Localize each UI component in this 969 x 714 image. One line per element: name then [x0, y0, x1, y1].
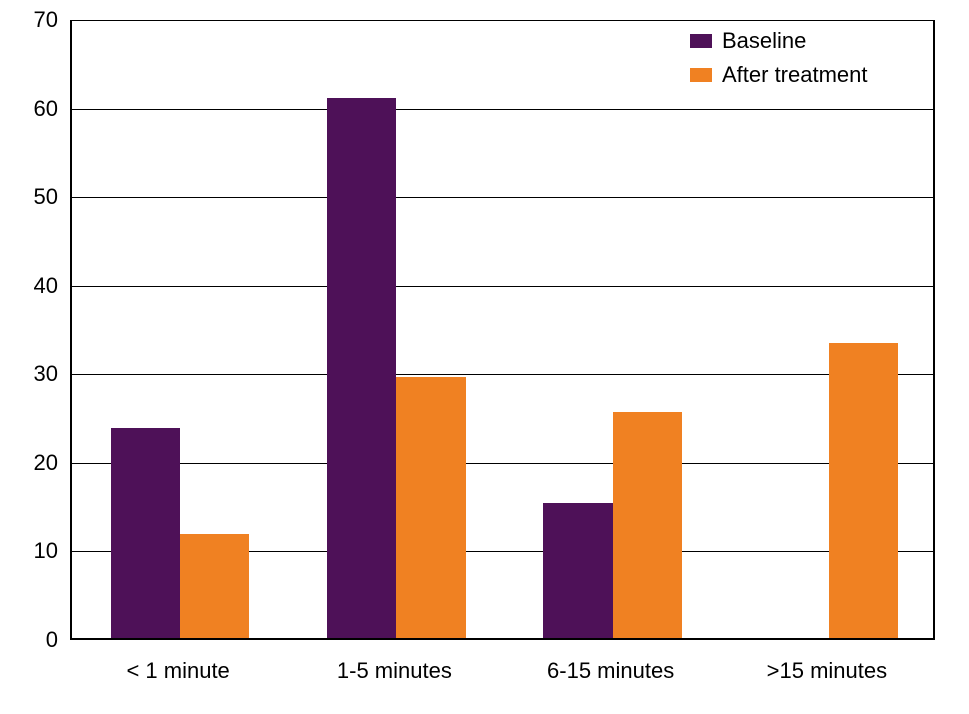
x-tick-label: < 1 minute	[126, 658, 229, 684]
legend-item: Baseline	[690, 28, 868, 54]
legend-label: Baseline	[722, 28, 806, 54]
legend-swatch	[690, 68, 712, 82]
legend-item: After treatment	[690, 62, 868, 88]
bar	[543, 503, 612, 639]
bar	[180, 534, 249, 639]
x-tick-label: >15 minutes	[767, 658, 887, 684]
y-tick-label: 60	[8, 96, 58, 122]
bar	[396, 377, 465, 638]
gridline	[72, 197, 933, 198]
y-tick-label: 50	[8, 184, 58, 210]
bar-chart: BaselineAfter treatment 010203040506070 …	[0, 0, 969, 714]
y-tick-label: 20	[8, 450, 58, 476]
gridline	[72, 463, 933, 464]
y-tick-label: 0	[8, 627, 58, 653]
gridline	[72, 20, 933, 21]
bar	[111, 428, 180, 638]
legend-swatch	[690, 34, 712, 48]
gridline	[72, 374, 933, 375]
legend-label: After treatment	[722, 62, 868, 88]
legend: Baseline After treatment	[690, 28, 868, 88]
gridline	[72, 286, 933, 287]
gridline	[72, 109, 933, 110]
x-tick-label: 1-5 minutes	[337, 658, 452, 684]
plot-area	[70, 20, 935, 640]
bar	[829, 343, 898, 638]
bar	[327, 98, 396, 638]
bar	[613, 412, 682, 638]
y-tick-label: 10	[8, 538, 58, 564]
y-tick-label: 70	[8, 7, 58, 33]
x-tick-label: 6-15 minutes	[547, 658, 674, 684]
y-tick-label: 40	[8, 273, 58, 299]
y-tick-label: 30	[8, 361, 58, 387]
